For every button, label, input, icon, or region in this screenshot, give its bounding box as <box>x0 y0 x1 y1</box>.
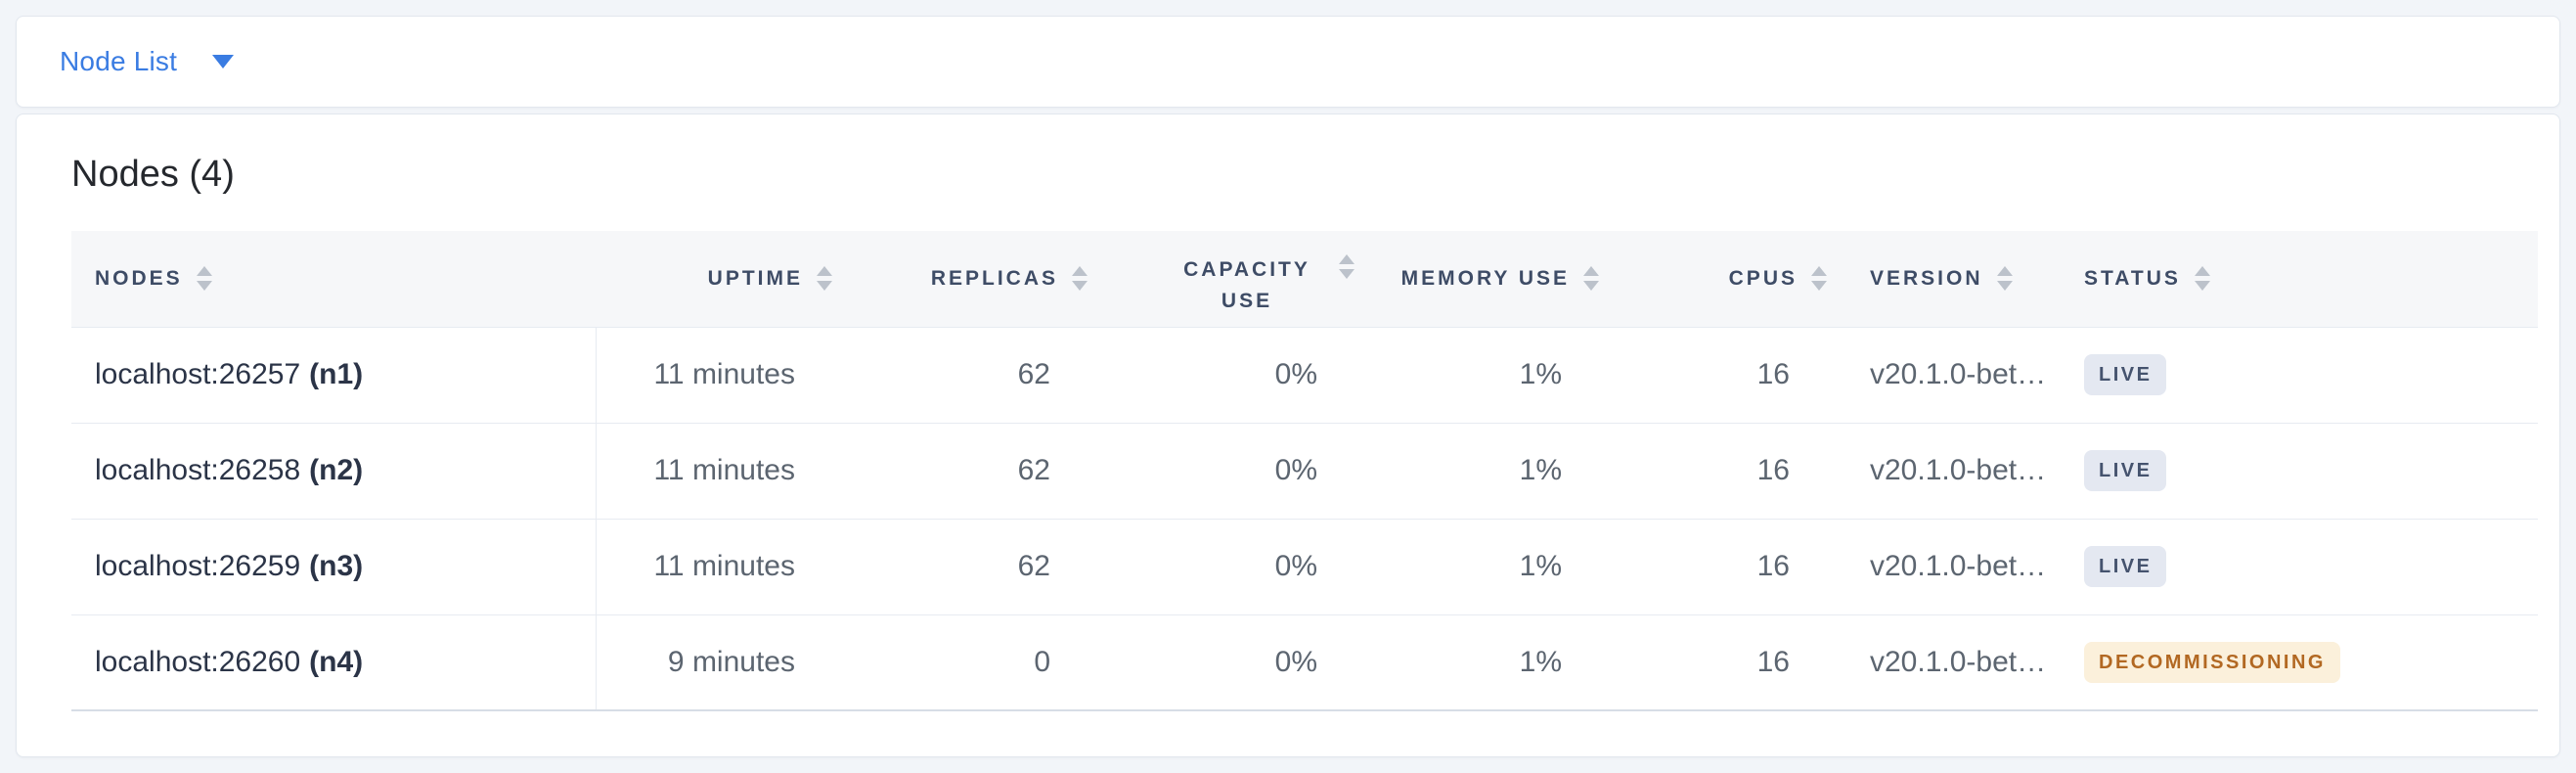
view-selector-dropdown[interactable]: Node List <box>60 46 235 77</box>
replicas-cell: 62 <box>842 327 1097 424</box>
memory-use-cell: 1% <box>1364 519 1609 615</box>
cpus-cell: 16 <box>1609 519 1837 615</box>
node-address: localhost:26259 <box>95 550 301 582</box>
version-cell: v20.1.0-bet… <box>1837 614 2061 711</box>
column-header-memory-use[interactable]: Memory Use <box>1364 231 1609 328</box>
column-label: Memory Use <box>1400 266 1570 290</box>
column-header-nodes[interactable]: Nodes <box>71 231 596 328</box>
version-cell: v20.1.0-bet… <box>1837 423 2061 520</box>
node-id: (n4) <box>309 645 364 678</box>
table-row: localhost:26260 (n4) 9 minutes 0 0% 1% 16… <box>71 614 2538 711</box>
node-id: (n3) <box>309 550 364 582</box>
column-header-version[interactable]: Version <box>1837 231 2061 328</box>
column-header-uptime[interactable]: Uptime <box>596 231 842 328</box>
sort-icon <box>1811 266 1827 292</box>
capacity-use-cell: 0% <box>1097 423 1364 520</box>
replicas-cell: 62 <box>842 423 1097 520</box>
table-row: localhost:26258 (n2) 11 minutes 62 0% 1% … <box>71 423 2538 520</box>
column-label: Capacity Use <box>1183 258 1310 312</box>
version-cell: v20.1.0-bet… <box>1837 327 2061 424</box>
cpus-cell: 16 <box>1609 614 1837 711</box>
column-label: Replicas <box>930 266 1058 290</box>
uptime-cell: 11 minutes <box>596 327 842 424</box>
sort-icon <box>196 266 212 292</box>
status-badge: LIVE <box>2084 354 2167 395</box>
uptime-cell: 11 minutes <box>596 423 842 520</box>
node-address: localhost:26260 <box>95 645 301 678</box>
column-header-cpus[interactable]: CPUs <box>1609 231 1837 328</box>
column-header-capacity-use[interactable]: Capacity Use <box>1097 231 1364 328</box>
status-badge: LIVE <box>2084 546 2167 587</box>
nodes-table: Nodes Uptime Replicas <box>71 231 2538 711</box>
column-label: Uptime <box>707 266 803 290</box>
column-label: Nodes <box>95 266 183 290</box>
node-address-cell[interactable]: localhost:26260 (n4) <box>71 614 597 711</box>
table-row: localhost:26259 (n3) 11 minutes 62 0% 1% … <box>71 519 2538 615</box>
view-selector-label: Node List <box>60 46 178 76</box>
view-selector-bar: Node List <box>16 16 2560 108</box>
node-address-cell[interactable]: localhost:26258 (n2) <box>71 423 597 520</box>
sort-icon <box>1072 266 1088 292</box>
column-label: Version <box>1870 266 1983 290</box>
status-cell: LIVE <box>2061 423 2538 520</box>
cpus-cell: 16 <box>1609 327 1837 424</box>
uptime-cell: 9 minutes <box>596 614 842 711</box>
node-id: (n1) <box>309 358 364 390</box>
memory-use-cell: 1% <box>1364 423 1609 520</box>
replicas-cell: 0 <box>842 614 1097 711</box>
table-header-row: Nodes Uptime Replicas <box>71 231 2538 328</box>
node-address: localhost:26257 <box>95 358 301 390</box>
status-cell: LIVE <box>2061 519 2538 615</box>
status-cell: DECOMMISSIONING <box>2061 614 2538 711</box>
capacity-use-cell: 0% <box>1097 519 1364 615</box>
sort-icon <box>1339 254 1355 279</box>
caret-down-icon <box>212 55 235 68</box>
sort-icon <box>2194 266 2210 292</box>
status-badge: LIVE <box>2084 450 2167 491</box>
nodes-card: Nodes (4) Nodes Uptime <box>16 114 2560 757</box>
node-address-cell[interactable]: localhost:26257 (n1) <box>71 327 597 424</box>
column-label: CPUs <box>1728 266 1798 290</box>
version-cell: v20.1.0-bet… <box>1837 519 2061 615</box>
column-header-replicas[interactable]: Replicas <box>842 231 1097 328</box>
sort-icon <box>1583 266 1599 292</box>
capacity-use-cell: 0% <box>1097 614 1364 711</box>
status-badge: DECOMMISSIONING <box>2084 641 2340 683</box>
sort-icon <box>817 266 832 292</box>
sort-icon <box>1996 266 2013 292</box>
cpus-cell: 16 <box>1609 423 1837 520</box>
memory-use-cell: 1% <box>1364 327 1609 424</box>
node-address-cell[interactable]: localhost:26259 (n3) <box>71 519 597 615</box>
page-title: Nodes (4) <box>71 154 235 195</box>
column-header-status[interactable]: Status <box>2061 231 2538 328</box>
column-label: Status <box>2084 266 2181 290</box>
memory-use-cell: 1% <box>1364 614 1609 711</box>
node-address: localhost:26258 <box>95 454 301 486</box>
capacity-use-cell: 0% <box>1097 327 1364 424</box>
node-id: (n2) <box>309 454 364 486</box>
uptime-cell: 11 minutes <box>596 519 842 615</box>
status-cell: LIVE <box>2061 327 2538 424</box>
replicas-cell: 62 <box>842 519 1097 615</box>
table-row: localhost:26257 (n1) 11 minutes 62 0% 1% … <box>71 327 2538 424</box>
